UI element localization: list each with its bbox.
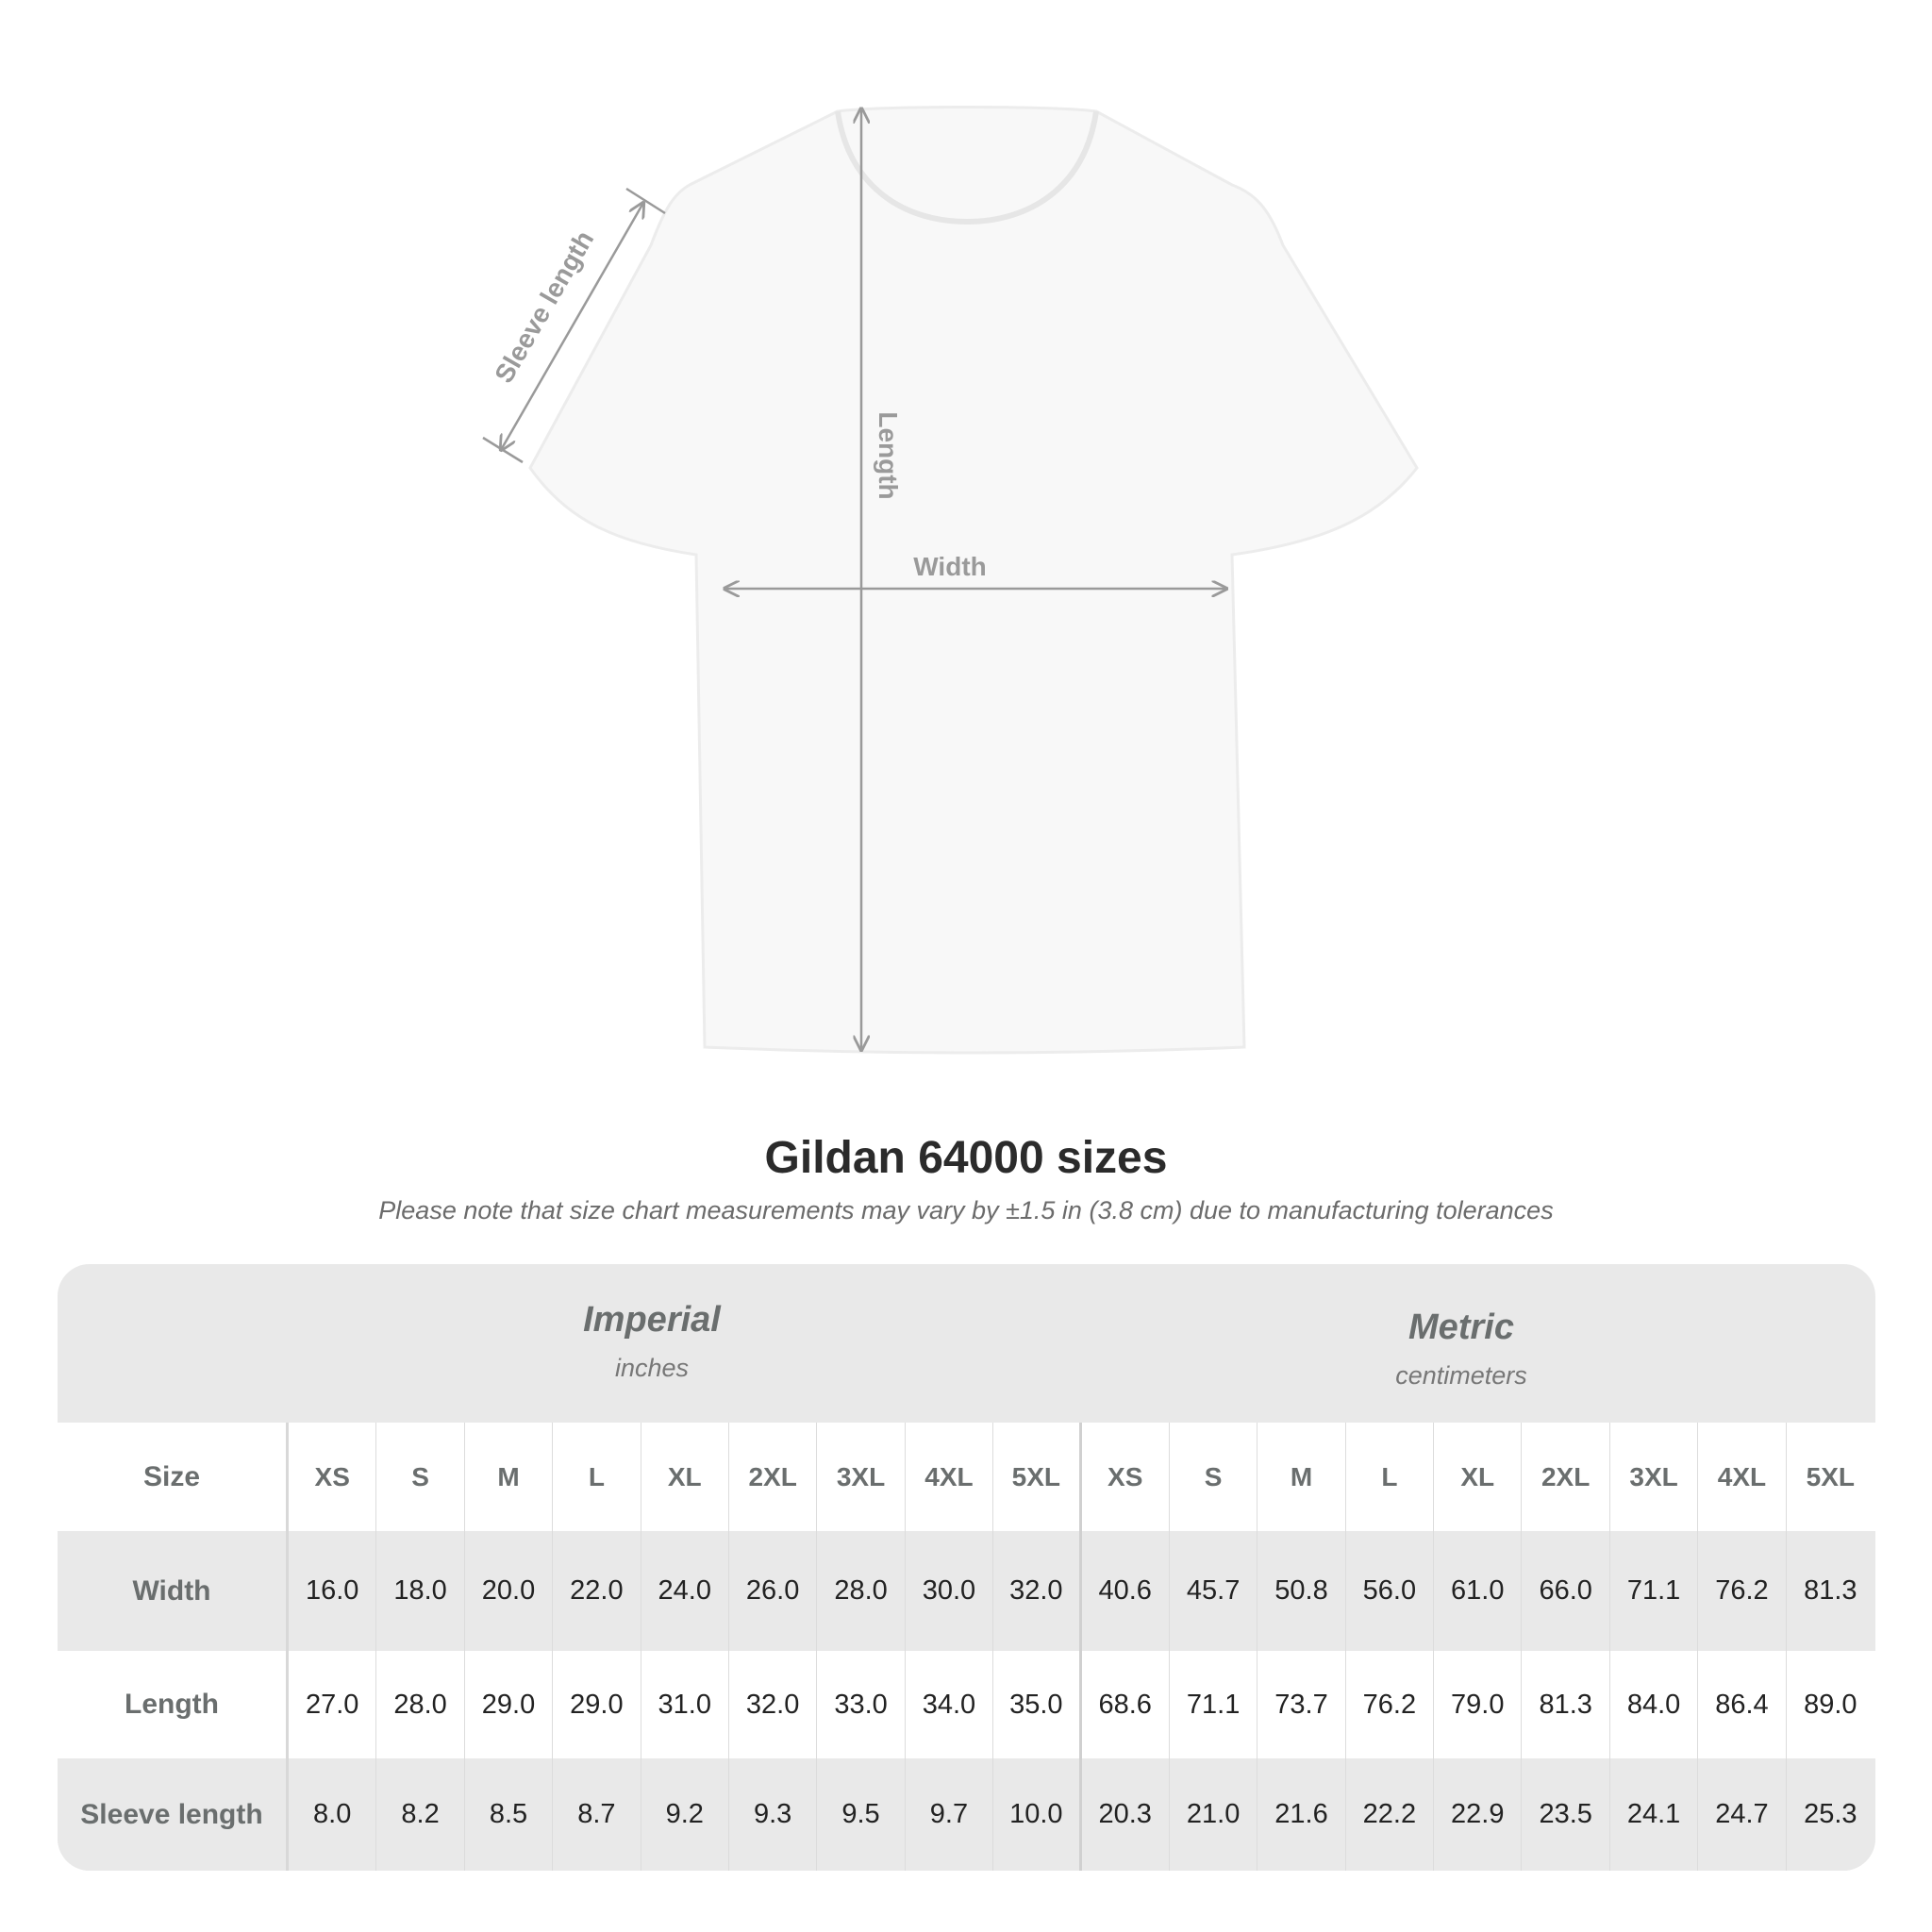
metric-value-cell: 22.2 xyxy=(1346,1758,1435,1871)
metric-value-cell: 71.1 xyxy=(1170,1651,1258,1758)
metric-value-cell: 76.2 xyxy=(1698,1531,1787,1651)
imperial-size-header: 5XL xyxy=(993,1423,1082,1531)
row-label: Width xyxy=(58,1531,289,1651)
metric-value-cell: 81.3 xyxy=(1804,1575,1857,1606)
metric-title: Metric xyxy=(1408,1307,1514,1347)
metric-value-cell: 86.4 xyxy=(1698,1651,1787,1758)
metric-size-header: 5XL xyxy=(1806,1461,1856,1491)
imperial-value-cell: 9.3 xyxy=(729,1758,818,1871)
imperial-title: Imperial xyxy=(583,1300,721,1340)
metric-value-cell: 21.0 xyxy=(1170,1758,1258,1871)
imperial-value-cell: 9.7 xyxy=(906,1758,994,1871)
metric-unit: centimeters xyxy=(1395,1361,1527,1390)
metric-value-cell: 50.8 xyxy=(1257,1531,1346,1651)
imperial-value-cell: 8.5 xyxy=(465,1758,554,1871)
imperial-value-cell: 29.0 xyxy=(553,1651,641,1758)
imperial-size-header: 4XL xyxy=(906,1423,994,1531)
imperial-value-cell: 33.0 xyxy=(817,1651,906,1758)
imperial-value-cell: 10.0 xyxy=(993,1758,1082,1871)
page-title: Gildan 64000 sizes xyxy=(764,1133,1168,1183)
imperial-value-cell: 32.0 xyxy=(729,1651,818,1758)
imperial-value-cell: 18.0 xyxy=(376,1531,465,1651)
imperial-value-cell: 30.0 xyxy=(906,1531,994,1651)
imperial-value-cell: 31.0 xyxy=(641,1651,729,1758)
sleeve-line xyxy=(501,203,643,450)
metric-size-header: M xyxy=(1257,1423,1346,1531)
metric-size-header: S xyxy=(1170,1423,1258,1531)
imperial-header: Imperial inches xyxy=(416,1300,888,1383)
imperial-value-cell: 9.2 xyxy=(641,1758,729,1871)
tshirt-diagram: Width Length Sleeve length xyxy=(482,106,1419,1055)
imperial-value-cell: 20.0 xyxy=(465,1531,554,1651)
imperial-size-header: S xyxy=(376,1423,465,1531)
imperial-value-cell: 29.0 xyxy=(465,1651,554,1758)
table-row: Length 27.0 28.0 29.0 29.0 31.0 32.0 33.0 34.0 35… xyxy=(58,1651,1875,1758)
metric-value-cell: 40.6 xyxy=(1082,1531,1170,1651)
metric-value-cell: 66.0 xyxy=(1522,1531,1610,1651)
imperial-value-cell: 8.0 xyxy=(289,1758,377,1871)
imperial-value-cell: 27.0 xyxy=(289,1651,377,1758)
row-label: Length xyxy=(58,1651,289,1758)
imperial-size-header: L xyxy=(553,1423,641,1531)
imperial-value-cell: 35.0 xyxy=(993,1651,1082,1758)
metric-size-header: 2XL xyxy=(1522,1423,1610,1531)
imperial-value-cell: 22.0 xyxy=(553,1531,641,1651)
imperial-size-header: 2XL xyxy=(729,1423,818,1531)
metric-value-cell: 79.0 xyxy=(1434,1651,1523,1758)
table-row: Width 16.0 18.0 20.0 22.0 24.0 26.0 28.0 30.0 32.… xyxy=(58,1531,1875,1651)
metric-value-cell: 84.0 xyxy=(1610,1651,1699,1758)
metric-value-cell: 22.9 xyxy=(1434,1758,1523,1871)
size-header-row: Size XS S M L XL 2XL 3XL 4XL 5XL XS S M L XL 2XL 3XL 4XL 5… xyxy=(58,1423,1875,1531)
metric-size-header: XS xyxy=(1082,1423,1170,1531)
imperial-value-cell: 24.0 xyxy=(641,1531,729,1651)
size-table: Imperial inches Metric centimeters Size X… xyxy=(58,1264,1875,1871)
metric-value-cell: 45.7 xyxy=(1170,1531,1258,1651)
imperial-unit: inches xyxy=(614,1354,690,1382)
row-label: Size xyxy=(58,1423,289,1531)
metric-value-cell: 56.0 xyxy=(1346,1531,1435,1651)
metric-size-header: XL xyxy=(1434,1423,1523,1531)
table-row: Sleeve length 8.0 8.2 8.5 8.7 9.2 9.3 9.5 9.7 10.… xyxy=(58,1758,1875,1871)
imperial-value-cell: 8.2 xyxy=(376,1758,465,1871)
metric-value-cell: 24.1 xyxy=(1610,1758,1699,1871)
imperial-size-header: 3XL xyxy=(817,1423,906,1531)
metric-value-cell: 89.0 xyxy=(1804,1689,1857,1720)
metric-value-cell: 23.5 xyxy=(1522,1758,1610,1871)
metric-size-header: 4XL xyxy=(1698,1423,1787,1531)
metric-header: Metric centimeters xyxy=(1225,1307,1697,1391)
imperial-size-header: XL xyxy=(641,1423,729,1531)
metric-value-cell: 71.1 xyxy=(1610,1531,1699,1651)
metric-value-cell: 73.7 xyxy=(1257,1651,1346,1758)
metric-value-cell: 20.3 xyxy=(1082,1758,1170,1871)
imperial-value-cell: 28.0 xyxy=(376,1651,465,1758)
imperial-value-cell: 28.0 xyxy=(817,1531,906,1651)
imperial-value-cell: 26.0 xyxy=(729,1531,818,1651)
width-label: Width xyxy=(913,552,987,581)
metric-value-cell: 21.6 xyxy=(1257,1758,1346,1871)
metric-value-cell: 24.7 xyxy=(1698,1758,1787,1871)
imperial-value-cell: 16.0 xyxy=(289,1531,377,1651)
metric-value-cell: 61.0 xyxy=(1434,1531,1523,1651)
imperial-size-header: M xyxy=(465,1423,554,1531)
length-label: Length xyxy=(874,411,903,499)
metric-value-cell: 25.3 xyxy=(1804,1799,1857,1829)
measure-lines xyxy=(482,108,1226,1050)
imperial-value-cell: 9.5 xyxy=(817,1758,906,1871)
metric-size-header: 3XL xyxy=(1610,1423,1699,1531)
imperial-value-cell: 32.0 xyxy=(993,1531,1082,1651)
imperial-size-header: XS xyxy=(289,1423,377,1531)
metric-value-cell: 76.2 xyxy=(1346,1651,1435,1758)
row-label: Sleeve length xyxy=(58,1758,289,1871)
metric-size-header: L xyxy=(1346,1423,1435,1531)
tolerance-note: Please note that size chart measurements… xyxy=(378,1196,1554,1224)
metric-value-cell: 81.3 xyxy=(1522,1651,1610,1758)
imperial-value-cell: 34.0 xyxy=(906,1651,994,1758)
metric-value-cell: 68.6 xyxy=(1082,1651,1170,1758)
imperial-value-cell: 8.7 xyxy=(553,1758,641,1871)
